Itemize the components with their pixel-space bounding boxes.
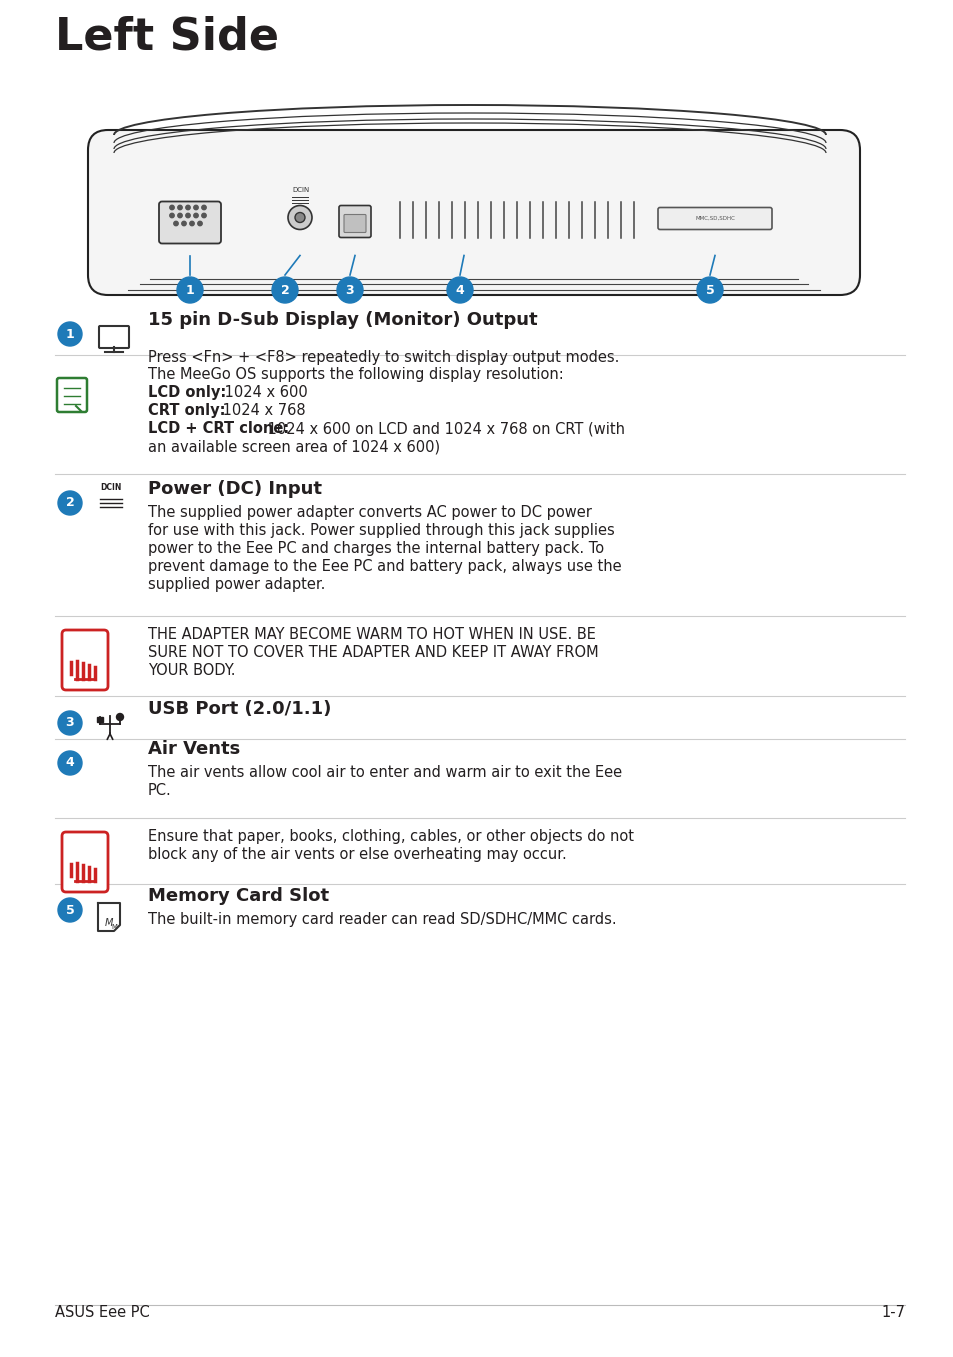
Circle shape: [288, 205, 312, 229]
Bar: [97, 716, 103, 722]
Text: CRT only:: CRT only:: [148, 403, 225, 418]
Circle shape: [193, 213, 198, 217]
Text: USB Port (2.0/1.1): USB Port (2.0/1.1): [148, 700, 331, 718]
Text: Power (DC) Input: Power (DC) Input: [148, 480, 322, 498]
Text: 5: 5: [705, 284, 714, 296]
Circle shape: [336, 277, 363, 303]
Text: power to the Eee PC and charges the internal battery pack. To: power to the Eee PC and charges the inte…: [148, 541, 603, 556]
Circle shape: [272, 277, 297, 303]
Text: The built-in memory card reader can read SD/SDHC/MMC cards.: The built-in memory card reader can read…: [148, 912, 616, 927]
FancyBboxPatch shape: [57, 379, 87, 413]
Circle shape: [58, 491, 82, 516]
FancyBboxPatch shape: [338, 205, 371, 237]
Text: prevent damage to the Eee PC and battery pack, always use the: prevent damage to the Eee PC and battery…: [148, 559, 621, 574]
Circle shape: [116, 714, 123, 721]
Text: PC.: PC.: [148, 783, 172, 798]
Circle shape: [202, 205, 206, 210]
Text: 15 pin D-Sub Display (Monitor) Output: 15 pin D-Sub Display (Monitor) Output: [148, 311, 537, 328]
Circle shape: [294, 213, 305, 223]
Text: 4: 4: [456, 284, 464, 296]
Text: supplied power adapter.: supplied power adapter.: [148, 577, 325, 592]
Text: 1: 1: [66, 327, 74, 341]
Text: The air vents allow cool air to enter and warm air to exit the Eee: The air vents allow cool air to enter an…: [148, 765, 621, 780]
Text: MMC,SD,SDHC: MMC,SD,SDHC: [695, 216, 734, 220]
Circle shape: [170, 213, 174, 217]
Circle shape: [697, 277, 722, 303]
Text: LCD + CRT clone:: LCD + CRT clone:: [148, 421, 289, 436]
FancyBboxPatch shape: [344, 214, 366, 232]
Circle shape: [182, 221, 186, 225]
Text: 1024 x 768: 1024 x 768: [218, 403, 305, 418]
FancyBboxPatch shape: [99, 326, 129, 347]
FancyBboxPatch shape: [88, 130, 859, 294]
FancyBboxPatch shape: [62, 832, 108, 892]
Text: LCD only:: LCD only:: [148, 385, 226, 400]
Text: Ensure that paper, books, clothing, cables, or other objects do not: Ensure that paper, books, clothing, cabl…: [148, 829, 634, 844]
Text: an available screen area of 1024 x 600): an available screen area of 1024 x 600): [148, 440, 439, 455]
Text: 4: 4: [66, 756, 74, 769]
Circle shape: [193, 205, 198, 210]
Text: DCIN: DCIN: [292, 186, 309, 193]
Text: 1: 1: [186, 284, 194, 296]
Text: Memory Card Slot: Memory Card Slot: [148, 887, 329, 905]
Circle shape: [197, 221, 202, 225]
Circle shape: [177, 277, 203, 303]
Circle shape: [177, 213, 182, 217]
Text: 1024 x 600: 1024 x 600: [220, 385, 308, 400]
Circle shape: [447, 277, 473, 303]
Text: THE ADAPTER MAY BECOME WARM TO HOT WHEN IN USE. BE: THE ADAPTER MAY BECOME WARM TO HOT WHEN …: [148, 627, 596, 642]
Text: for use with this jack. Power supplied through this jack supplies: for use with this jack. Power supplied t…: [148, 522, 614, 537]
Text: SURE NOT TO COVER THE ADAPTER AND KEEP IT AWAY FROM: SURE NOT TO COVER THE ADAPTER AND KEEP I…: [148, 645, 598, 660]
Text: 2: 2: [280, 284, 289, 296]
Circle shape: [170, 205, 174, 210]
Text: 1024 x 600 on LCD and 1024 x 768 on CRT (with: 1024 x 600 on LCD and 1024 x 768 on CRT …: [263, 421, 624, 436]
Circle shape: [190, 221, 194, 225]
FancyBboxPatch shape: [62, 630, 108, 689]
Text: 5: 5: [66, 904, 74, 916]
FancyBboxPatch shape: [658, 208, 771, 229]
Text: ASUS Eee PC: ASUS Eee PC: [55, 1305, 150, 1320]
Text: M: M: [105, 917, 113, 928]
Text: block any of the air vents or else overheating may occur.: block any of the air vents or else overh…: [148, 847, 566, 862]
Circle shape: [58, 898, 82, 921]
Text: 1-7: 1-7: [880, 1305, 904, 1320]
Text: 2: 2: [66, 497, 74, 509]
Text: Press <Fn> + <F8> repeatedly to switch display output modes.: Press <Fn> + <F8> repeatedly to switch d…: [148, 350, 618, 365]
Text: The MeeGo OS supports the following display resolution:: The MeeGo OS supports the following disp…: [148, 366, 563, 383]
Text: 3: 3: [345, 284, 354, 296]
Circle shape: [177, 205, 182, 210]
Circle shape: [186, 205, 190, 210]
Circle shape: [202, 213, 206, 217]
Circle shape: [173, 221, 178, 225]
Text: DCIN: DCIN: [100, 483, 121, 493]
FancyBboxPatch shape: [159, 201, 221, 243]
Circle shape: [58, 711, 82, 735]
Circle shape: [58, 750, 82, 775]
Circle shape: [58, 322, 82, 346]
Text: Left Side: Left Side: [55, 15, 278, 58]
Circle shape: [186, 213, 190, 217]
Text: M: M: [111, 924, 117, 930]
Text: YOUR BODY.: YOUR BODY.: [148, 664, 235, 678]
Text: Air Vents: Air Vents: [148, 740, 240, 759]
Text: 3: 3: [66, 716, 74, 730]
Text: The supplied power adapter converts AC power to DC power: The supplied power adapter converts AC p…: [148, 505, 591, 520]
